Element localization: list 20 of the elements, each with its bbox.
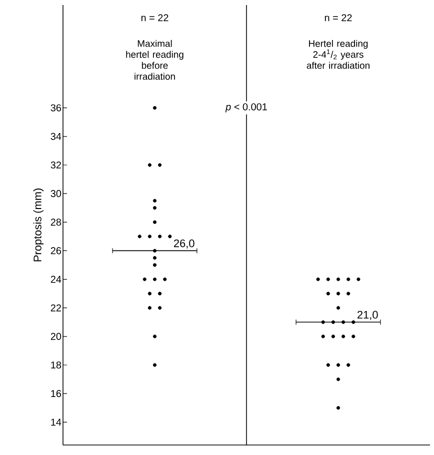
y-tick-label: 34 <box>50 132 62 140</box>
y-axis-title: Proptosis (mm) <box>33 188 44 262</box>
y-tick-label: 18 <box>51 361 62 369</box>
annotation: 26,0 <box>174 239 194 249</box>
annotation: n = 22 <box>141 14 168 22</box>
annotation: n = 22 <box>324 14 352 22</box>
annotation: p < 0.001 <box>225 103 267 112</box>
annotation: 21,0 <box>357 310 378 320</box>
y-tick-label: 32 <box>50 161 61 169</box>
x-tick-label: Hertel reading 2-4$^{1}$/$_{2}$ years after irradiation <box>306 40 370 69</box>
y-tick-label: 20 <box>50 332 62 340</box>
y-tick-label: 14 <box>51 418 62 426</box>
y-tick-label: 26 <box>50 247 62 254</box>
y-tick-label: 24 <box>50 276 62 283</box>
y-tick-label: 36 <box>50 104 62 112</box>
x-tick-label: Maximal hertel reading before irradiation <box>126 40 184 80</box>
y-tick-label: 22 <box>50 304 61 312</box>
y-tick-label: 30 <box>50 190 62 198</box>
y-tick-label: 16 <box>51 390 62 398</box>
y-tick-label: 28 <box>50 218 62 226</box>
